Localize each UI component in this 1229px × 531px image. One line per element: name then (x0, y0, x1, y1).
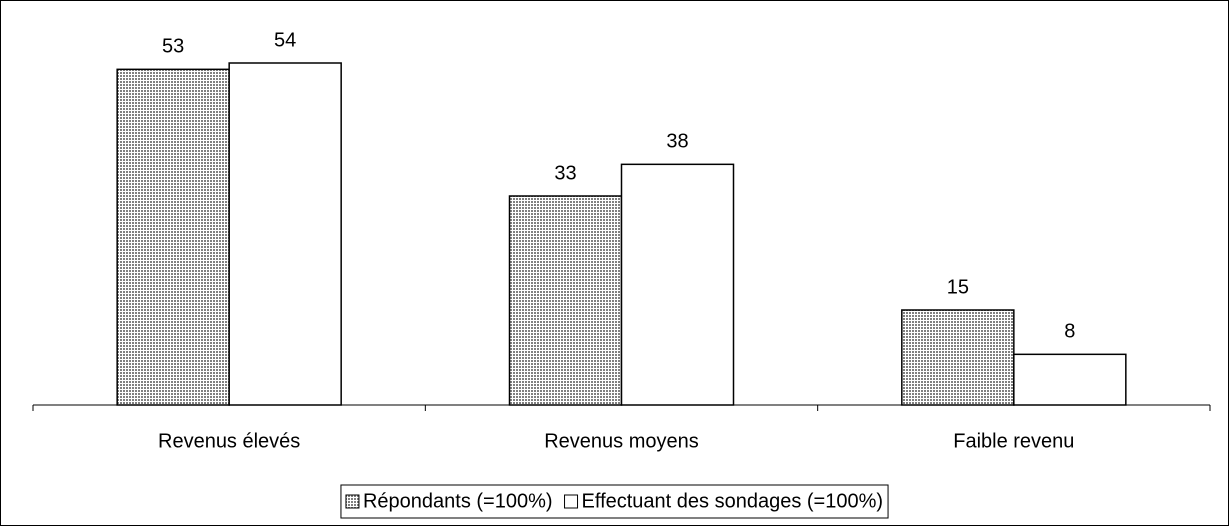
value-label: 38 (666, 131, 688, 153)
bar (901, 309, 1015, 406)
bar (620, 163, 735, 406)
bar (116, 68, 230, 406)
legend-swatch (564, 494, 579, 509)
legend-label: Répondants (=100%) (363, 490, 553, 512)
value-label: 54 (274, 29, 296, 51)
bar (508, 195, 623, 406)
x-tick-label: Revenus élevés (158, 430, 300, 452)
value-label: 53 (162, 36, 184, 58)
value-label: 15 (947, 276, 969, 298)
bar (228, 62, 342, 406)
x-tick-label: Revenus moyens (544, 430, 699, 452)
value-label: 33 (554, 162, 576, 184)
value-label: 8 (1064, 321, 1075, 343)
legend-swatch (345, 494, 360, 509)
legend-label: Effectuant des sondages (=100%) (582, 490, 884, 512)
x-tick-label: Faible revenu (953, 430, 1074, 452)
legend (340, 484, 889, 519)
bar (1013, 353, 1127, 406)
